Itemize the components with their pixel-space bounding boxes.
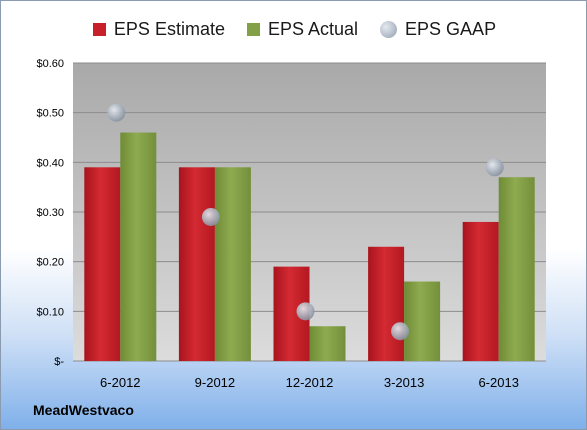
legend-entry-actual: EPS Actual bbox=[246, 19, 359, 40]
y-tick-label: $0.50 bbox=[36, 108, 64, 120]
y-tick-label: $0.60 bbox=[36, 58, 64, 70]
legend-entry-estimate: EPS Estimate bbox=[92, 19, 225, 40]
bar-eps-actual bbox=[120, 132, 157, 361]
point-eps-gaap bbox=[201, 207, 220, 226]
y-tick-label: $0.10 bbox=[36, 306, 64, 318]
bar-eps-actual bbox=[309, 326, 346, 361]
legend-swatch-gaap bbox=[380, 21, 398, 38]
bar-eps-actual bbox=[214, 167, 251, 361]
y-tick-labels: $- $0.10 $0.20 $0.30 $0.40 $0.50 $0.60 bbox=[36, 58, 64, 368]
point-eps-gaap bbox=[391, 322, 410, 341]
y-tick-label: $0.30 bbox=[36, 207, 64, 219]
bar-group bbox=[84, 132, 535, 361]
bar-eps-estimate bbox=[368, 246, 405, 361]
x-tick-label: 6-2012 bbox=[100, 375, 140, 390]
bar-eps-estimate bbox=[462, 221, 499, 361]
legend-label-estimate: EPS Estimate bbox=[113, 19, 225, 39]
x-tick-label: 12-2012 bbox=[286, 375, 334, 390]
bar-eps-estimate bbox=[84, 167, 121, 361]
x-tick-label: 6-2013 bbox=[478, 375, 518, 390]
gaap-point-group bbox=[107, 103, 504, 341]
legend-entry-gaap: EPS GAAP bbox=[380, 19, 496, 40]
point-eps-gaap bbox=[296, 302, 315, 321]
legend-swatch-actual bbox=[246, 23, 260, 36]
company-name: MeadWestvaco bbox=[33, 402, 134, 418]
y-tick-label: $0.20 bbox=[36, 257, 64, 269]
legend-swatch-estimate bbox=[92, 23, 106, 36]
legend-label-actual: EPS Actual bbox=[267, 19, 359, 39]
legend: EPS Estimate EPS Actual EPS GAAP bbox=[1, 19, 586, 40]
x-tick-labels: 6-2012 9-2012 12-2012 3-2013 6-2013 bbox=[100, 375, 519, 390]
y-tick-label: $- bbox=[54, 356, 64, 368]
bar-eps-actual bbox=[498, 177, 535, 361]
point-eps-gaap bbox=[107, 103, 126, 122]
x-tick-label: 9-2012 bbox=[195, 375, 235, 390]
point-eps-gaap bbox=[485, 158, 504, 177]
legend-label-gaap: EPS GAAP bbox=[405, 19, 497, 39]
y-tick-label: $0.40 bbox=[36, 157, 64, 169]
bar-eps-actual bbox=[404, 281, 441, 361]
x-tick-label: 3-2013 bbox=[384, 375, 424, 390]
bar-eps-estimate bbox=[178, 167, 215, 361]
